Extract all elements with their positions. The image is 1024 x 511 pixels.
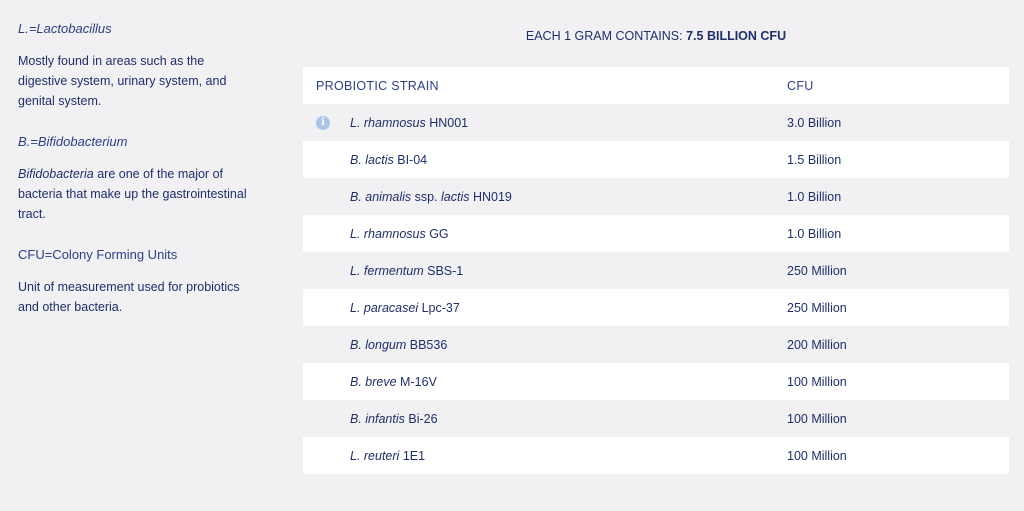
glossary-description: Mostly found in areas such as the digest… [18,54,227,108]
glossary-description: Bifidobacteria are one of the major of b… [18,167,247,221]
strain-name: B. longum BB536 [350,337,448,352]
table-row: L. fermentum SBS-1 250 Million [303,252,1009,289]
table-row: B. animalis ssp. lactis HN019 1.0 Billio… [303,178,1009,215]
cfu-summary: EACH 1 GRAM CONTAINS: 7.5 BILLION CFU [303,28,1009,44]
table-header: PROBIOTIC STRAIN CFU [303,67,1009,104]
strain-name: B. breve M-16V [350,374,437,389]
glossary-term: CFU=Colony Forming Units [18,247,178,262]
glossary: L.=Lactobacillus Mostly found in areas s… [18,20,248,339]
glossary-entry-lactobacillus: L.=Lactobacillus Mostly found in areas s… [18,20,248,111]
info-icon[interactable]: i [316,116,330,130]
strain-cfu: 1.0 Billion [787,226,842,241]
strain-cfu: 1.5 Billion [787,152,842,167]
strain-cfu: 250 Million [787,263,847,278]
strain-table: PROBIOTIC STRAIN CFU i L. rhamnosus HN00… [303,67,1009,474]
strain-name: B. lactis BI-04 [350,152,428,167]
table-row: B. lactis BI-04 1.5 Billion [303,141,1009,178]
strain-name: L. rhamnosus HN001 [350,115,469,130]
glossary-term: B.=Bifidobacterium [18,134,128,149]
strain-name: L. rhamnosus GG [350,226,449,241]
strain-name: B. infantis Bi-26 [350,411,438,426]
strain-cfu: 250 Million [787,300,847,315]
summary-prefix: EACH 1 GRAM CONTAINS: [525,29,687,43]
strain-name: L. reuteri 1E1 [350,448,426,463]
strain-name: L. fermentum SBS-1 [350,263,464,278]
table-row: i L. rhamnosus HN001 3.0 Billion [303,104,1009,141]
summary-value: 7.5 BILLION CFU [686,29,787,43]
glossary-term: L.=Lactobacillus [18,21,112,36]
glossary-entry-cfu: CFU=Colony Forming Units Unit of measure… [18,246,248,317]
strain-cfu: 1.0 Billion [787,189,842,204]
header-cfu: CFU [787,78,814,93]
table-row: B. infantis Bi-26 100 Million [303,400,1009,437]
strain-cfu: 100 Million [787,374,847,389]
table-row: B. breve M-16V 100 Million [303,363,1009,400]
strain-cfu: 100 Million [787,411,847,426]
table-row: L. paracasei Lpc-37 250 Million [303,289,1009,326]
strain-cfu: 200 Million [787,337,847,352]
strain-name: B. animalis ssp. lactis HN019 [350,189,512,204]
strain-name: L. paracasei Lpc-37 [350,300,460,315]
header-strain: PROBIOTIC STRAIN [316,78,439,93]
glossary-entry-bifidobacterium: B.=Bifidobacterium Bifidobacteria are on… [18,133,248,224]
strain-cfu: 3.0 Billion [787,115,842,130]
glossary-description: Unit of measurement used for probiotics … [18,280,240,314]
table-row: L. rhamnosus GG 1.0 Billion [303,215,1009,252]
strain-cfu: 100 Million [787,448,847,463]
table-row: L. reuteri 1E1 100 Million [303,437,1009,474]
table-row: B. longum BB536 200 Million [303,326,1009,363]
